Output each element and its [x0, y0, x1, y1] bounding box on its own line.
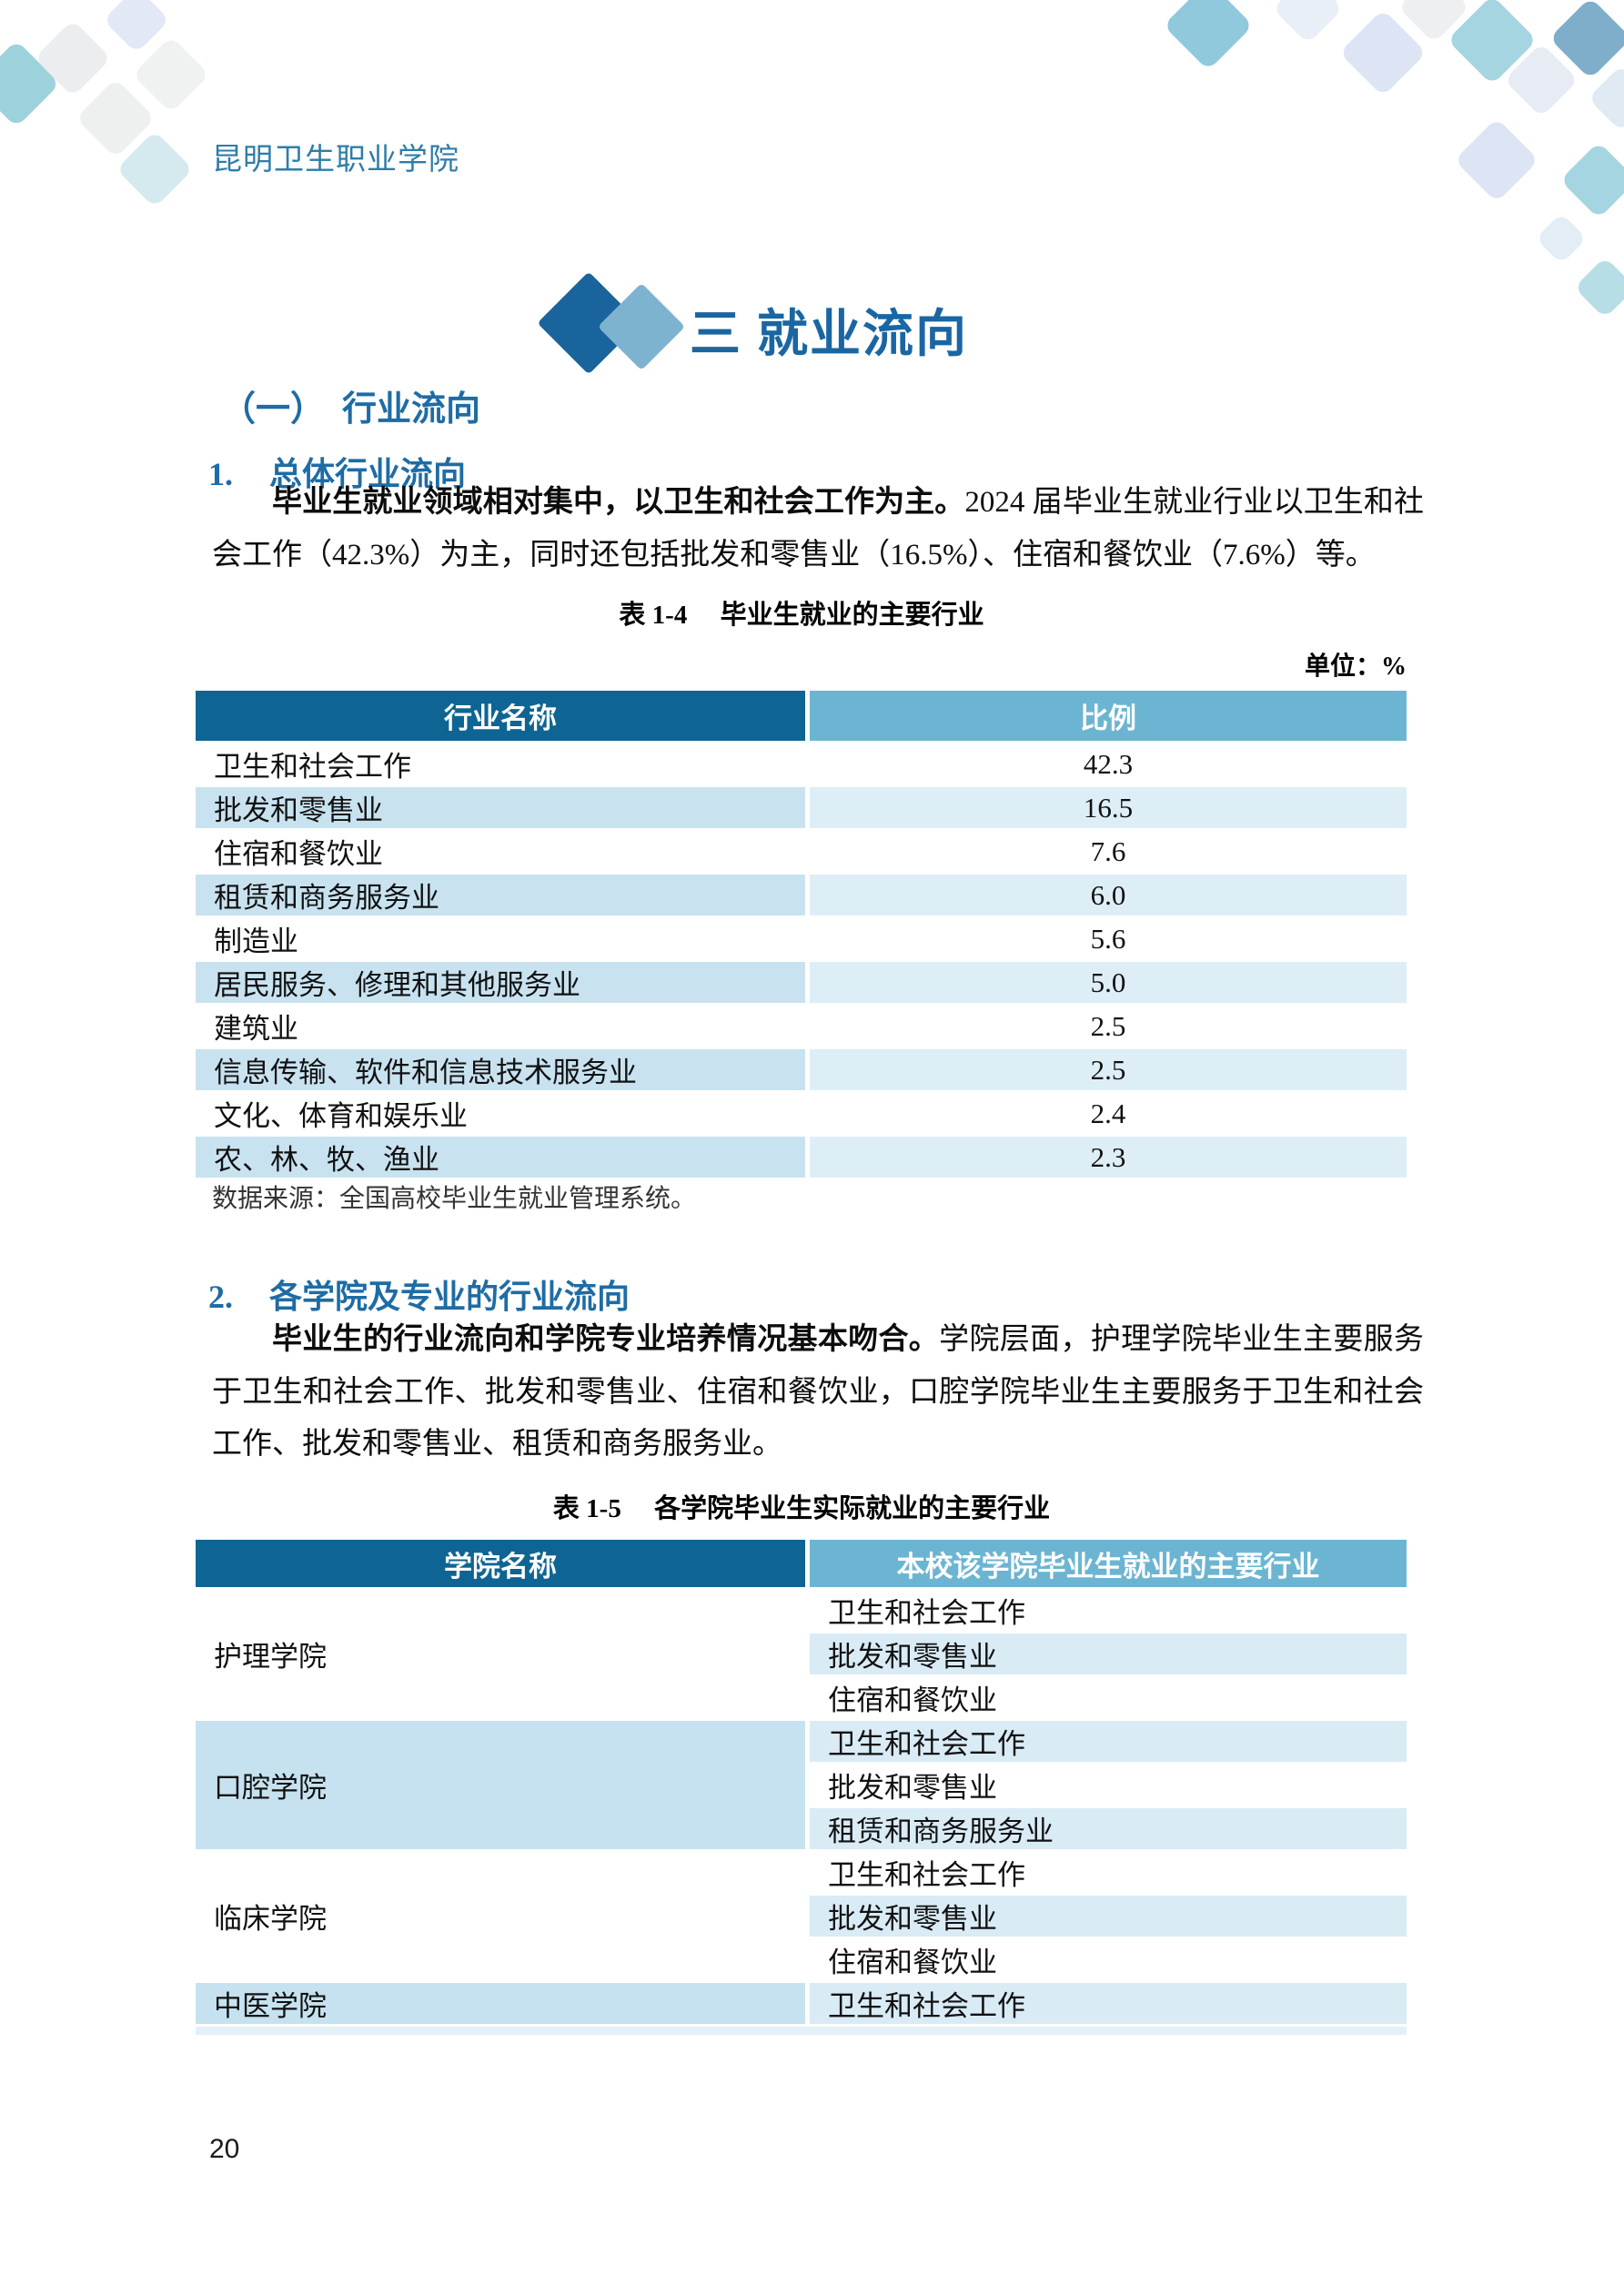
- paragraph-2-lead: 毕业生的行业流向和学院专业培养情况基本吻合。: [272, 1323, 940, 1356]
- industry-share-cell: 5.0: [810, 962, 1407, 1006]
- industry-share-cell: 6.0: [810, 875, 1407, 918]
- decor-diamond: [1574, 257, 1624, 319]
- college-industry-cell: 批发和零售业: [810, 1896, 1407, 1939]
- table-row: 制造业 5.6: [196, 918, 1407, 962]
- table-1-5: 学院名称 本校该学院毕业生就业的主要行业 护理学院 卫生和社会工作 批发和零售业 住宿…: [196, 1540, 1407, 2035]
- table-row: 临床学院 卫生和社会工作: [196, 1852, 1407, 1983]
- subsection-1-heading: 1. 总体行业流向: [208, 448, 466, 495]
- industry-share-cell: 42.3: [810, 743, 1407, 787]
- table-row: 居民服务、修理和其他服务业 5.0: [196, 962, 1407, 1006]
- paragraph-2: 毕业生的行业流向和学院专业培养情况基本吻合。学院层面，护理学院毕业生主要服务于卫…: [212, 1314, 1424, 1472]
- table-1-4-source: 数据来源：全国高校毕业生就业管理系统。: [212, 1185, 697, 1213]
- paragraph-1-rest: 2024 届毕业生就业行业以卫生和社会工作（42.3%）为主，同时还包括批发和零…: [212, 486, 1425, 571]
- page-number: 20: [209, 2134, 240, 2164]
- decor-diamond: [1163, 0, 1254, 71]
- college-industry-cell: 卫生和社会工作: [810, 1721, 1407, 1765]
- college-industry-cell: 卫生和社会工作: [810, 1852, 1407, 1896]
- industry-name-cell: 批发和零售业: [196, 787, 810, 831]
- college-industry-cell: 住宿和餐饮业: [810, 1677, 1407, 1721]
- table-row: 租赁和商务服务业: [196, 1808, 1407, 1852]
- industry-name-cell: 卫生和社会工作: [196, 743, 810, 787]
- table-row: 批发和零售业: [196, 1896, 1407, 1939]
- table-1-5-header-row: 学院名称 本校该学院毕业生就业的主要行业: [196, 1540, 1407, 1590]
- table-1-4-col-share: 比例: [810, 691, 1407, 743]
- industry-share-cell: 7.6: [810, 831, 1407, 875]
- table-row: 住宿和餐饮业: [196, 1677, 1407, 1721]
- table-row: 中医学院 卫生和社会工作: [196, 1983, 1407, 2027]
- table-1-5-body: 护理学院 卫生和社会工作 批发和零售业 住宿和餐饮业 口腔学院 卫生和社会工作 批发和零售业…: [196, 1590, 1407, 2035]
- paragraph-1: 毕业生就业领域相对集中，以卫生和社会工作为主。2024 届毕业生就业行业以卫生和…: [212, 477, 1424, 582]
- section-heading: （一） 行业流向: [221, 390, 481, 429]
- decor-diamond: [1454, 117, 1539, 203]
- college-industry-cell: 批发和零售业: [810, 1765, 1407, 1808]
- table-1-5-col-college: 学院名称: [196, 1540, 810, 1590]
- industry-share-cell: 2.3: [810, 1137, 1407, 1180]
- decor-diamond: [1535, 212, 1588, 265]
- industry-share-cell: 16.5: [810, 787, 1407, 831]
- table-row: 批发和零售业: [196, 1765, 1407, 1808]
- industry-name-cell: 制造业: [196, 918, 810, 962]
- industry-name-cell: 信息传输、软件和信息技术服务业: [196, 1049, 810, 1093]
- industry-name-cell: 文化、体育和娱乐业: [196, 1093, 810, 1137]
- table-1-4-header-row: 行业名称 比例: [196, 691, 1407, 743]
- paragraph-2-rest: 学院层面，护理学院毕业生主要服务于卫生和社会工作、批发和零售业、住宿和餐饮业，口…: [212, 1323, 1425, 1461]
- table-1-4-body: 卫生和社会工作 42.3 批发和零售业 16.5 住宿和餐饮业 7.6 租赁和商务服务业 6.…: [196, 743, 1407, 1180]
- table-row: 批发和零售业 16.5: [196, 787, 1407, 831]
- industry-name-cell: 建筑业: [196, 1006, 810, 1049]
- table-row: 护理学院 卫生和社会工作: [196, 1590, 1407, 1721]
- table-bottom-strip: [196, 2027, 1407, 2035]
- industry-share-cell: 5.6: [810, 918, 1407, 962]
- table-row: 租赁和商务服务业 6.0: [196, 875, 1407, 918]
- college-industry-cell: 批发和零售业: [810, 1633, 1407, 1677]
- subsection-1-label: 总体行业流向: [269, 456, 467, 492]
- decor-diamond: [132, 35, 210, 114]
- page-header-text: 昆明卫生职业学院: [212, 144, 459, 177]
- table-1-4-unit: 单位：%: [1304, 652, 1407, 681]
- decor-diamond: [1559, 141, 1624, 219]
- college-name-cell: 中医学院: [196, 1983, 810, 2027]
- subsection-2-number: 2.: [208, 1279, 233, 1315]
- industry-share-cell: 2.5: [810, 1049, 1407, 1093]
- table-1-4-col-industry: 行业名称: [196, 691, 810, 743]
- table-row: 卫生和社会工作 42.3: [196, 743, 1407, 787]
- industry-name-cell: 租赁和商务服务业: [196, 875, 810, 918]
- table-1-4-caption: 表 1-4 毕业生就业的主要行业: [619, 601, 984, 630]
- table-row: 建筑业 2.5: [196, 1006, 1407, 1049]
- table-row: 文化、体育和娱乐业 2.4: [196, 1093, 1407, 1137]
- table-1-5-col-industries: 本校该学院毕业生就业的主要行业: [810, 1540, 1407, 1590]
- industry-name-cell: 住宿和餐饮业: [196, 831, 810, 875]
- subsection-2-label: 各学院及专业的行业流向: [269, 1279, 630, 1315]
- industry-share-cell: 2.5: [810, 1006, 1407, 1049]
- table-1-5-caption: 表 1-5 各学院毕业生实际就业的主要行业: [552, 1494, 1051, 1523]
- chapter-title: 三 就业流向: [690, 307, 968, 363]
- college-industry-cell: 卫生和社会工作: [810, 1590, 1407, 1633]
- table-row: 信息传输、软件和信息技术服务业 2.5: [196, 1049, 1407, 1093]
- industry-share-cell: 2.4: [810, 1093, 1407, 1137]
- table-row: 口腔学院 卫生和社会工作: [196, 1721, 1407, 1852]
- college-name-cell: 口腔学院: [196, 1721, 810, 1852]
- college-name-cell: 临床学院: [196, 1852, 810, 1983]
- decor-diamond: [1588, 65, 1624, 132]
- table-row: 住宿和餐饮业: [196, 1939, 1407, 1983]
- college-name-cell: 护理学院: [196, 1590, 810, 1721]
- decor-diamond: [1272, 0, 1344, 45]
- table-1-4: 行业名称 比例 卫生和社会工作 42.3 批发和零售业 16.5 住宿和餐饮业 7.6 租赁…: [196, 691, 1407, 1180]
- industry-name-cell: 农、林、牧、渔业: [196, 1137, 810, 1180]
- subsection-1-number: 1.: [208, 456, 233, 492]
- table-bottom-strip-cell: [196, 2027, 1407, 2035]
- table-row: 农、林、牧、渔业 2.3: [196, 1137, 1407, 1180]
- table-row: 住宿和餐饮业 7.6: [196, 831, 1407, 875]
- college-industry-cell: 卫生和社会工作: [810, 1983, 1407, 2027]
- industry-name-cell: 居民服务、修理和其他服务业: [196, 962, 810, 1006]
- paragraph-1-lead: 毕业生就业领域相对集中，以卫生和社会工作为主。: [272, 486, 965, 519]
- subsection-2-heading: 2. 各学院及专业的行业流向: [208, 1270, 630, 1318]
- table-row: 批发和零售业: [196, 1633, 1407, 1677]
- college-industry-cell: 租赁和商务服务业: [810, 1808, 1407, 1852]
- college-industry-cell: 住宿和餐饮业: [810, 1939, 1407, 1983]
